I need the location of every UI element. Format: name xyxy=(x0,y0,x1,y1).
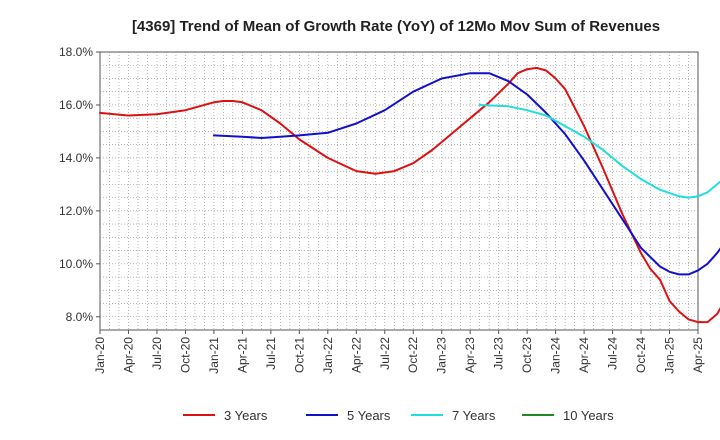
y-tick-label: 10.0% xyxy=(59,257,93,271)
x-tick-label: Jul-23 xyxy=(492,337,506,370)
x-tick-label: Oct-21 xyxy=(292,337,306,373)
series-layer xyxy=(99,66,720,324)
chart-title: [4369] Trend of Mean of Growth Rate (YoY… xyxy=(132,18,660,35)
x-tick-label: Jul-22 xyxy=(378,337,392,370)
x-tick-label: Oct-20 xyxy=(178,337,192,373)
x-tick-label: Oct-23 xyxy=(520,337,534,373)
x-tick-label: Jan-25 xyxy=(663,337,677,374)
x-axis-ticks: Jan-20 Apr-20 Jul-20 Oct-20 Jan-21 Apr-21 Jul-… xyxy=(93,330,705,374)
legend-label: 7 Years xyxy=(452,408,496,423)
series-line xyxy=(478,104,720,199)
x-tick-label: Apr-24 xyxy=(577,337,591,373)
y-axis-ticks: 8.0% 10.0% 12.0% 14.0% 16.0% 18.0% xyxy=(59,45,100,324)
x-tick-label: Apr-25 xyxy=(691,337,705,373)
x-tick-label: Jan-22 xyxy=(321,337,335,374)
y-tick-label: 8.0% xyxy=(66,310,94,324)
legend-label: 10 Years xyxy=(563,408,614,423)
x-tick-label: Apr-21 xyxy=(235,337,249,373)
plot-area xyxy=(99,51,699,331)
x-tick-label: Jan-24 xyxy=(549,337,563,374)
y-tick-label: 14.0% xyxy=(59,151,93,165)
x-tick-label: Jul-21 xyxy=(264,337,278,370)
series-line xyxy=(212,72,720,276)
x-tick-label: Jul-24 xyxy=(606,337,620,370)
x-tick-label: Jan-20 xyxy=(93,337,107,374)
x-tick-label: Jan-21 xyxy=(207,337,221,374)
x-tick-label: Apr-20 xyxy=(121,337,135,373)
x-tick-label: Oct-22 xyxy=(406,337,420,373)
y-tick-label: 16.0% xyxy=(59,98,93,112)
x-tick-label: Oct-24 xyxy=(634,337,648,373)
legend-label: 3 Years xyxy=(224,408,268,423)
legend-label: 5 Years xyxy=(347,408,391,423)
series-line xyxy=(99,66,720,324)
legend: 3 Years 5 Years 7 Years 10 Years xyxy=(183,408,614,423)
x-tick-label: Apr-22 xyxy=(349,337,363,373)
y-tick-label: 18.0% xyxy=(59,45,93,59)
grid-layer xyxy=(100,52,698,330)
x-tick-label: Jul-20 xyxy=(150,337,164,370)
x-tick-label: Apr-23 xyxy=(463,337,477,373)
y-tick-label: 12.0% xyxy=(59,204,93,218)
x-tick-label: Jan-23 xyxy=(435,337,449,374)
